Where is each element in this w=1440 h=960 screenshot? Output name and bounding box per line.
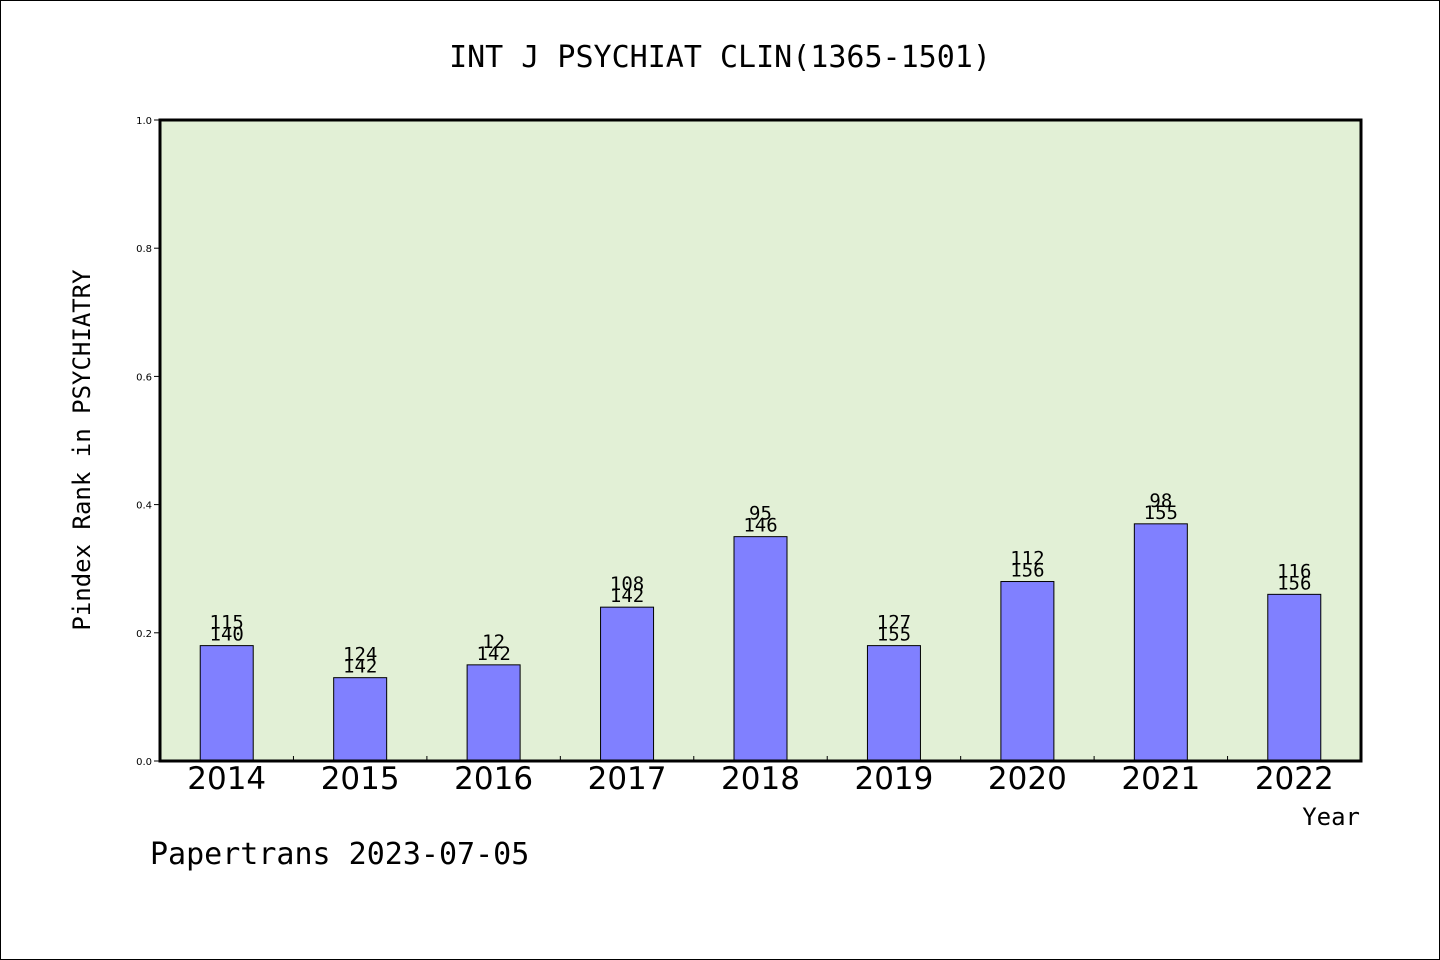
bar-2016 (466, 664, 521, 762)
x-tick-label: 2015 (321, 761, 400, 797)
chart-title: INT J PSYCHIAT CLIN(1365-1501) (449, 40, 991, 75)
x-tick-label: 2016 (454, 761, 533, 797)
y-tick-label: 0.4 (136, 501, 152, 512)
plot-border (158, 118, 1363, 763)
bar-label-bottom: 140 (210, 624, 244, 646)
bar-labels: 1151401241421214210814295146127155112156… (210, 490, 1312, 678)
x-tick-label: 2020 (988, 761, 1067, 797)
y-axis-label: Pindex Rank in PSYCHIATRY (68, 269, 96, 631)
x-tick-label: 2017 (588, 761, 667, 797)
bar-label-top: 108 (610, 573, 644, 595)
y-tick-label: 0.8 (136, 244, 152, 255)
y-tick-label: 0.6 (136, 372, 152, 383)
bar-label-top: 115 (210, 612, 244, 634)
bar-2020 (1000, 581, 1055, 762)
footer-credit: Papertrans 2023-07-05 (150, 837, 529, 872)
bar-2019 (866, 645, 921, 762)
bar-label-top: 12 (482, 631, 505, 653)
y-tick-label: 1.0 (136, 116, 152, 127)
bar-label-bottom: 142 (343, 656, 377, 678)
bar-label-top: 116 (1277, 560, 1311, 582)
bar-2021 (1133, 523, 1188, 762)
y-tick-label: 0.0 (136, 757, 152, 768)
bar-label-bottom: 142 (476, 643, 510, 665)
bar-label-top: 124 (343, 644, 377, 666)
bars (199, 523, 1322, 762)
bar-2022 (1267, 593, 1322, 762)
bar-label-bottom: 155 (1144, 502, 1178, 524)
bar-label-bottom: 155 (877, 624, 911, 646)
x-tick-label: 2019 (854, 761, 933, 797)
bar-2018 (733, 536, 788, 762)
bar-label-top: 112 (1010, 548, 1044, 570)
bar-2014 (199, 645, 254, 762)
x-axis-label: Year (1302, 803, 1360, 831)
bar-2015 (333, 677, 388, 762)
bar-label-bottom: 156 (1010, 560, 1044, 582)
bar-label-bottom: 146 (743, 515, 777, 537)
bar-label-top: 95 (749, 503, 772, 525)
x-tick-label: 2018 (721, 761, 800, 797)
bar-label-bottom: 142 (610, 585, 644, 607)
bar-2017 (600, 606, 655, 762)
y-axis-ticks: 0.0 0.2 0.4 0.6 0.8 1.0 (136, 116, 160, 768)
bar-label-bottom: 156 (1277, 572, 1311, 594)
y-tick-label: 0.2 (136, 629, 152, 640)
x-tick-label: 2014 (187, 761, 266, 797)
x-axis-ticks: 2014 2015 2016 2017 2018 2019 2020 2021 2022 (187, 756, 1334, 797)
bar-label-top: 98 (1149, 490, 1172, 512)
bar-label-top: 127 (877, 612, 911, 634)
x-tick-label: 2022 (1255, 761, 1334, 797)
x-tick-label: 2021 (1121, 761, 1200, 797)
